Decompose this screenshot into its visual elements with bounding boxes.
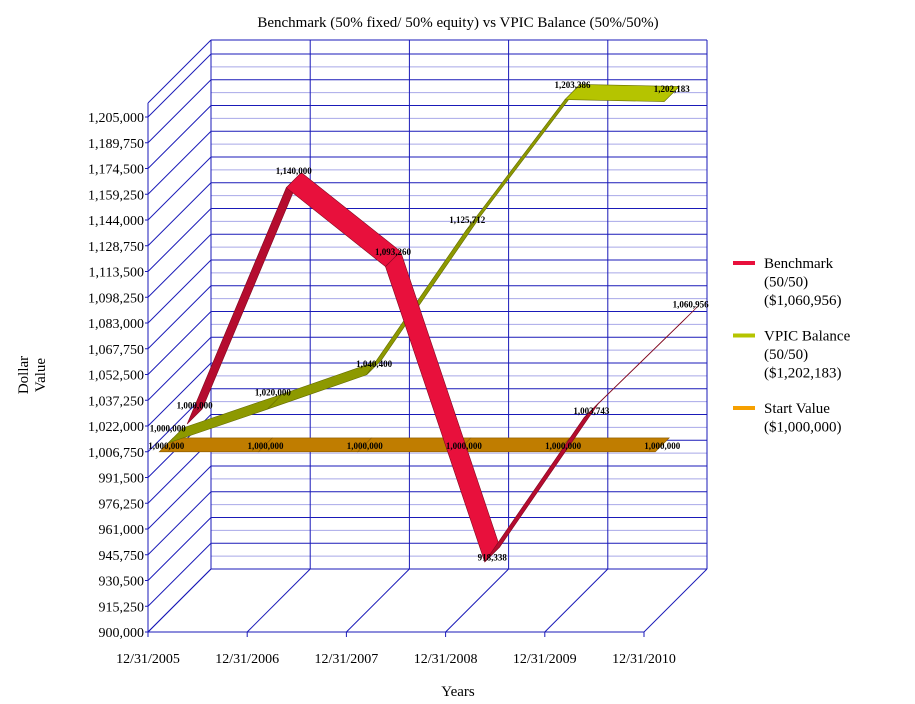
gridline-floor xyxy=(445,568,509,633)
x-tick-label: 12/31/2008 xyxy=(414,652,478,667)
gridline-side xyxy=(147,105,212,169)
gridline-side xyxy=(147,465,212,530)
gridline-side xyxy=(147,208,212,272)
y-tick-label: 1,189,750 xyxy=(88,137,144,152)
legend-label: (50/50) xyxy=(764,275,808,291)
data-label: 1,140,000 xyxy=(276,166,313,176)
gridline-side xyxy=(147,233,212,298)
data-label: 1,000,000 xyxy=(446,441,483,451)
y-axis-title: DollarValue xyxy=(16,356,49,394)
y-tick-label: 1,113,500 xyxy=(89,266,144,281)
legend-item-1: Benchmark (50/50) ($1,060,956) xyxy=(733,256,842,309)
gridline-side xyxy=(147,311,212,375)
series-1-segment xyxy=(484,402,600,563)
x-tick-label: 12/31/2009 xyxy=(513,652,577,667)
gridline-side xyxy=(147,491,212,556)
legend-label: ($1,000,000) xyxy=(764,420,842,436)
legend-label: (50/50) xyxy=(764,347,808,363)
y-tick-label: 1,174,500 xyxy=(88,163,144,178)
legend-label: ($1,060,956) xyxy=(764,293,842,309)
legend-item-2: VPIC Balance (50/50) ($1,202,183) xyxy=(733,329,851,382)
data-label: 918,338 xyxy=(478,552,508,562)
data-label: 1,203,386 xyxy=(555,80,592,90)
gridline-side xyxy=(147,39,212,104)
gridline-floor xyxy=(147,568,212,633)
legend-label: VPIC Balance xyxy=(764,329,851,345)
gridline-floor xyxy=(643,568,708,633)
x-tick-label: 12/31/2006 xyxy=(215,652,279,667)
data-label: 1,000,000 xyxy=(248,441,285,451)
data-label: 1,000,000 xyxy=(347,441,384,451)
data-label: 1,125,712 xyxy=(449,215,486,225)
data-label: 1,000,000 xyxy=(177,401,214,411)
data-label: 1,093,260 xyxy=(375,247,412,257)
y-tick-label: 1,144,000 xyxy=(88,214,144,229)
y-tick-label: 1,006,750 xyxy=(88,446,144,461)
series-3 xyxy=(158,437,670,453)
y-tick-label: 961,000 xyxy=(99,523,145,538)
gridline-floor xyxy=(544,568,609,633)
y-tick-label: 915,250 xyxy=(99,600,145,615)
y-tick-label: 1,128,750 xyxy=(88,240,144,255)
data-label: 1,000,000 xyxy=(644,441,681,451)
chart-title: Benchmark (50% fixed/ 50% equity) vs VPI… xyxy=(257,15,658,31)
y-tick-label: 930,500 xyxy=(99,575,145,590)
series-2 xyxy=(167,84,681,444)
legend-item-3: Start Value ($1,000,000) xyxy=(733,401,842,436)
y-tick-label: 1,098,250 xyxy=(88,291,144,306)
series-layer xyxy=(158,84,699,563)
data-label: 1,000,000 xyxy=(148,441,185,451)
gridline-side xyxy=(147,182,212,247)
axes: 900,000 915,250 930,500 945,750 961,000 976,2… xyxy=(88,111,676,667)
legend-label: Start Value xyxy=(764,401,830,417)
y-tick-label: 1,022,000 xyxy=(88,420,144,435)
gridline-side xyxy=(147,542,212,607)
x-tick-label: 12/31/2007 xyxy=(315,652,379,667)
y-tick-label: 1,083,000 xyxy=(88,317,144,332)
y-tick-label: 991,500 xyxy=(99,472,145,487)
y-tick-label: 1,067,750 xyxy=(88,343,144,358)
y-tick-label: 900,000 xyxy=(99,626,145,641)
gridline-side xyxy=(147,336,212,401)
data-label: 1,020,000 xyxy=(255,388,292,398)
data-label: 1,000,000 xyxy=(150,423,187,433)
series-1-segment xyxy=(583,305,699,419)
data-label: 1,202,183 xyxy=(654,84,691,94)
gridline-side xyxy=(147,130,212,195)
y-tick-label: 1,052,500 xyxy=(88,369,144,384)
y-tick-label: 945,750 xyxy=(99,549,145,564)
gridline-side xyxy=(147,156,212,221)
gridline-floor xyxy=(346,568,410,633)
y-tick-label: 1,037,250 xyxy=(88,394,144,409)
gridline-floor xyxy=(246,568,311,633)
series-3-segment xyxy=(555,437,670,453)
legend: Benchmark (50/50) ($1,060,956) VPIC Balance… xyxy=(733,256,851,436)
legend-label: ($1,202,183) xyxy=(764,366,842,382)
y-axis-title-line: Dollar xyxy=(16,356,32,394)
y-axis-title-line: Value xyxy=(33,358,49,392)
x-tick-label: 12/31/2010 xyxy=(612,652,676,667)
y-tick-label: 976,250 xyxy=(99,497,145,512)
x-tick-label: 12/31/2005 xyxy=(116,652,180,667)
x-axis-title: Years xyxy=(441,684,475,700)
legend-label: Benchmark xyxy=(764,256,834,272)
gridline-side xyxy=(147,285,212,350)
series-1-segment xyxy=(385,250,501,563)
gridline-side xyxy=(147,53,212,118)
gridline-side xyxy=(147,79,212,144)
data-label: 1,060,956 xyxy=(673,300,710,310)
gridline-side xyxy=(147,362,212,427)
data-label: 1,040,400 xyxy=(356,359,393,369)
data-label: 1,003,743 xyxy=(573,406,610,416)
gridline-side xyxy=(147,517,212,581)
series-1 xyxy=(186,172,699,563)
y-tick-label: 1,205,000 xyxy=(88,111,144,126)
data-labels: 1,000,000 1,140,000 1,093,260 918,338 1,003,… xyxy=(148,80,709,562)
series-2-segment xyxy=(564,84,681,102)
gridline-side xyxy=(147,259,212,324)
y-tick-label: 1,159,250 xyxy=(88,188,144,203)
data-label: 1,000,000 xyxy=(545,441,582,451)
